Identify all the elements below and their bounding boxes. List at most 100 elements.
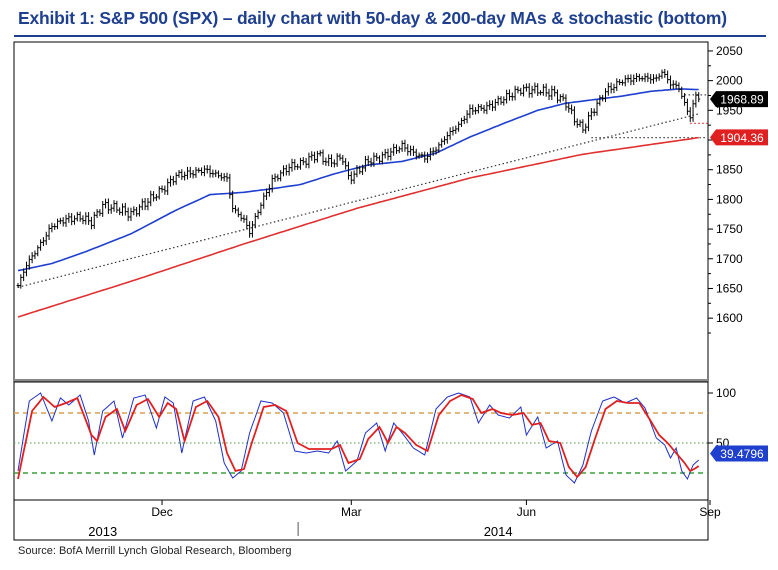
ohlc-bar <box>267 184 271 197</box>
ohlc-bar <box>301 157 305 166</box>
ohlc-bar <box>637 73 641 82</box>
month-label: Mar <box>341 505 362 519</box>
ohlc-bar <box>431 147 435 156</box>
ohlc-bar <box>155 193 158 201</box>
ohlc-bar <box>279 170 283 182</box>
ohlc-bar <box>270 174 274 193</box>
month-label: Jun <box>517 505 536 519</box>
ohlc-bar <box>519 87 523 96</box>
ohlc-bar <box>640 75 644 82</box>
ohlc-bar <box>671 80 675 89</box>
ohlc-bar <box>510 92 514 101</box>
ohlc-bar <box>174 172 178 185</box>
month-label: Sep <box>699 505 721 519</box>
ohlc-bar <box>234 205 237 214</box>
ohlc-bar <box>406 143 410 156</box>
last-price-tag-box <box>710 91 768 108</box>
ohlc-bar <box>522 84 525 97</box>
source-note: Source: BofA Merrill Lynch Global Resear… <box>18 545 292 557</box>
price-tick-label: 1800 <box>716 192 743 206</box>
ohlc-bar <box>217 170 220 179</box>
ohlc-bar <box>420 152 424 159</box>
last-price-tag-text: 1968.89 <box>720 93 764 107</box>
ohlc-bar <box>64 214 68 227</box>
ohlc-bar <box>335 153 339 167</box>
ohlc-bar <box>448 127 452 140</box>
ohlc-bar <box>623 75 627 87</box>
ohlc-bar <box>536 83 540 96</box>
ohlc-bar <box>186 166 189 180</box>
ohlc-bar <box>626 74 630 83</box>
ohlc-bar <box>56 218 59 230</box>
ohlc-bar <box>606 82 610 96</box>
ohlc-bar <box>121 203 124 216</box>
ohlc-bar <box>412 145 415 157</box>
support-trendline <box>17 113 699 288</box>
stochastic-value-tag-text: 39.4796 <box>720 447 764 461</box>
ohlc-bar <box>152 191 155 202</box>
ohlc-bar <box>609 82 613 94</box>
ohlc-bar <box>386 148 390 161</box>
ohlc-bar <box>445 131 449 144</box>
ohlc-bar <box>324 157 328 166</box>
ohlc-bar <box>680 86 684 99</box>
ohlc-bar <box>440 138 444 148</box>
ohlc-bar <box>67 212 71 223</box>
ohlc-bar <box>126 207 130 222</box>
ohlc-bar <box>163 185 167 195</box>
ohlc-bar <box>372 152 376 167</box>
ohlc-bar <box>149 190 153 207</box>
ohlc-bar <box>674 80 678 89</box>
ohlc-bar <box>95 209 99 219</box>
ohlc-bar <box>660 69 664 79</box>
ohlc-bar <box>564 94 568 111</box>
ohlc-bar <box>468 104 472 119</box>
ohlc-bar <box>81 215 85 225</box>
ohlc-bar <box>313 151 316 164</box>
ohlc-bar <box>403 139 407 152</box>
ohlc-bar <box>61 217 65 227</box>
ohlc-bar <box>592 108 596 117</box>
ohlc-bar <box>643 73 647 83</box>
ohlc-bar <box>663 68 667 78</box>
price-tick-label: 1750 <box>716 222 743 236</box>
ohlc-bar <box>282 165 285 177</box>
ohlc-bar <box>694 91 698 108</box>
ohlc-bar <box>366 155 370 166</box>
ohlc-bar <box>355 164 359 178</box>
ohlc-bar <box>462 115 466 125</box>
ohlc-bar <box>443 136 446 145</box>
ohlc-bar <box>104 198 107 209</box>
ohlc-bar <box>87 212 91 225</box>
ohlc-bar <box>205 165 209 174</box>
ohlc-bar <box>73 215 76 225</box>
ohlc-bar <box>423 151 427 163</box>
ohlc-bar <box>618 79 622 86</box>
ohlc-bar <box>341 154 345 166</box>
ohlc-bar <box>621 79 624 86</box>
ohlc-bar <box>437 142 441 153</box>
ohlc-bar <box>338 153 342 161</box>
ohlc-bar <box>629 74 633 86</box>
ohlc-bar <box>395 144 398 154</box>
ohlc-bar <box>688 107 692 122</box>
ohlc-bar <box>451 126 455 136</box>
ohlc-bar <box>245 215 249 230</box>
ohlc-bar <box>58 217 62 225</box>
ohlc-bar <box>471 104 475 115</box>
ohlc-bar <box>310 151 314 161</box>
ohlc-bar <box>434 146 438 155</box>
ohlc-bar <box>47 224 51 240</box>
ohlc-bar <box>236 207 240 218</box>
ohlc-bar <box>697 92 701 103</box>
ohlc-bar <box>30 252 34 264</box>
ohlc-bar <box>143 197 147 211</box>
ohlc-bar <box>544 83 548 97</box>
ohlc-bar <box>649 73 653 84</box>
ohlc-bar <box>208 165 212 178</box>
ohlc-bar <box>409 145 413 156</box>
ohlc-bar <box>284 164 288 176</box>
ohlc-bar <box>508 89 511 101</box>
ohlc-bar <box>318 150 322 157</box>
